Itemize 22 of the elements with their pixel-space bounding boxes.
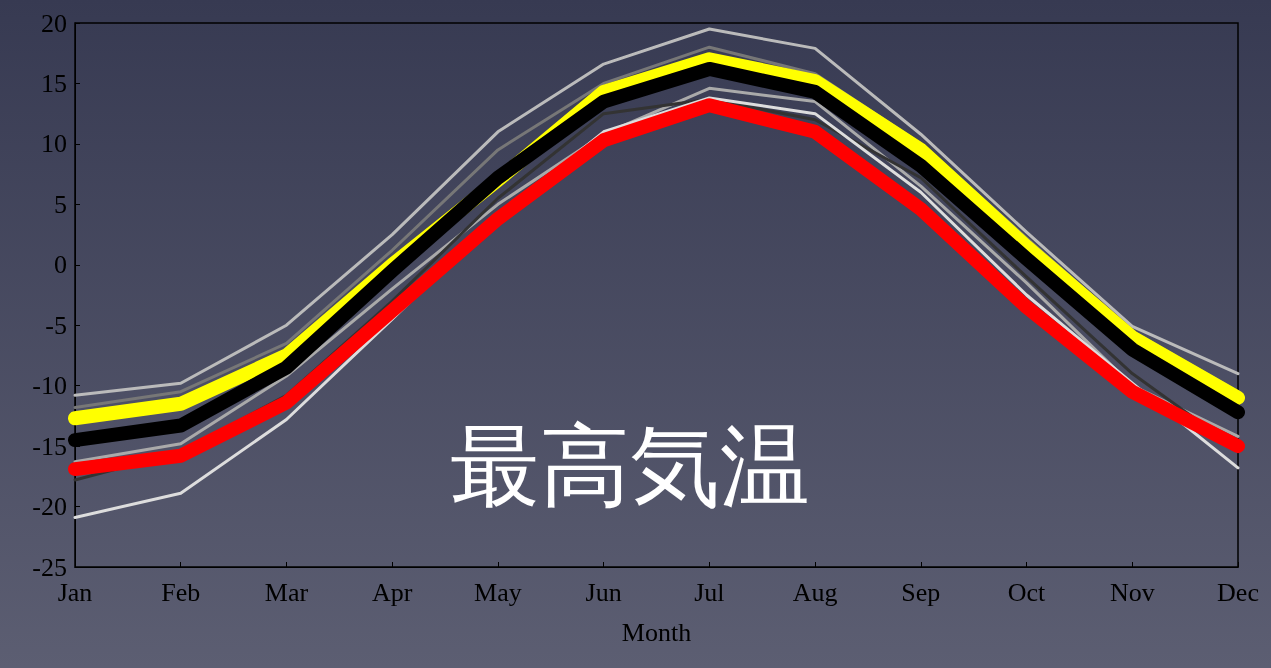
y-tick-label: 10 xyxy=(41,129,67,159)
x-tick-label: Oct xyxy=(1007,577,1047,607)
x-tick-label: Jun xyxy=(585,577,622,607)
x-tick-label: Aug xyxy=(792,577,838,607)
y-tick-label: 20 xyxy=(41,8,67,38)
x-axis-title: Month xyxy=(621,617,692,647)
x-tick-label: Jul xyxy=(694,577,725,607)
y-tick-label: 5 xyxy=(54,189,67,219)
x-tick-label: Dec xyxy=(1217,577,1259,607)
x-tick-label: May xyxy=(474,577,522,607)
x-tick-label: Mar xyxy=(264,577,309,607)
x-tick-label: Apr xyxy=(371,577,413,607)
x-tick-label: Nov xyxy=(1109,577,1155,607)
y-tick-label: 0 xyxy=(54,250,67,280)
y-tick-label: -10 xyxy=(32,371,67,401)
y-tick-label: -15 xyxy=(32,431,67,461)
annotation: 最高気温 xyxy=(450,412,810,518)
x-tick-label: Sep xyxy=(901,577,941,607)
y-tick-label: 15 xyxy=(41,68,67,98)
x-tick-label: Feb xyxy=(161,577,201,607)
y-tick-label: -5 xyxy=(45,310,67,340)
y-tick-label: -20 xyxy=(32,492,67,522)
